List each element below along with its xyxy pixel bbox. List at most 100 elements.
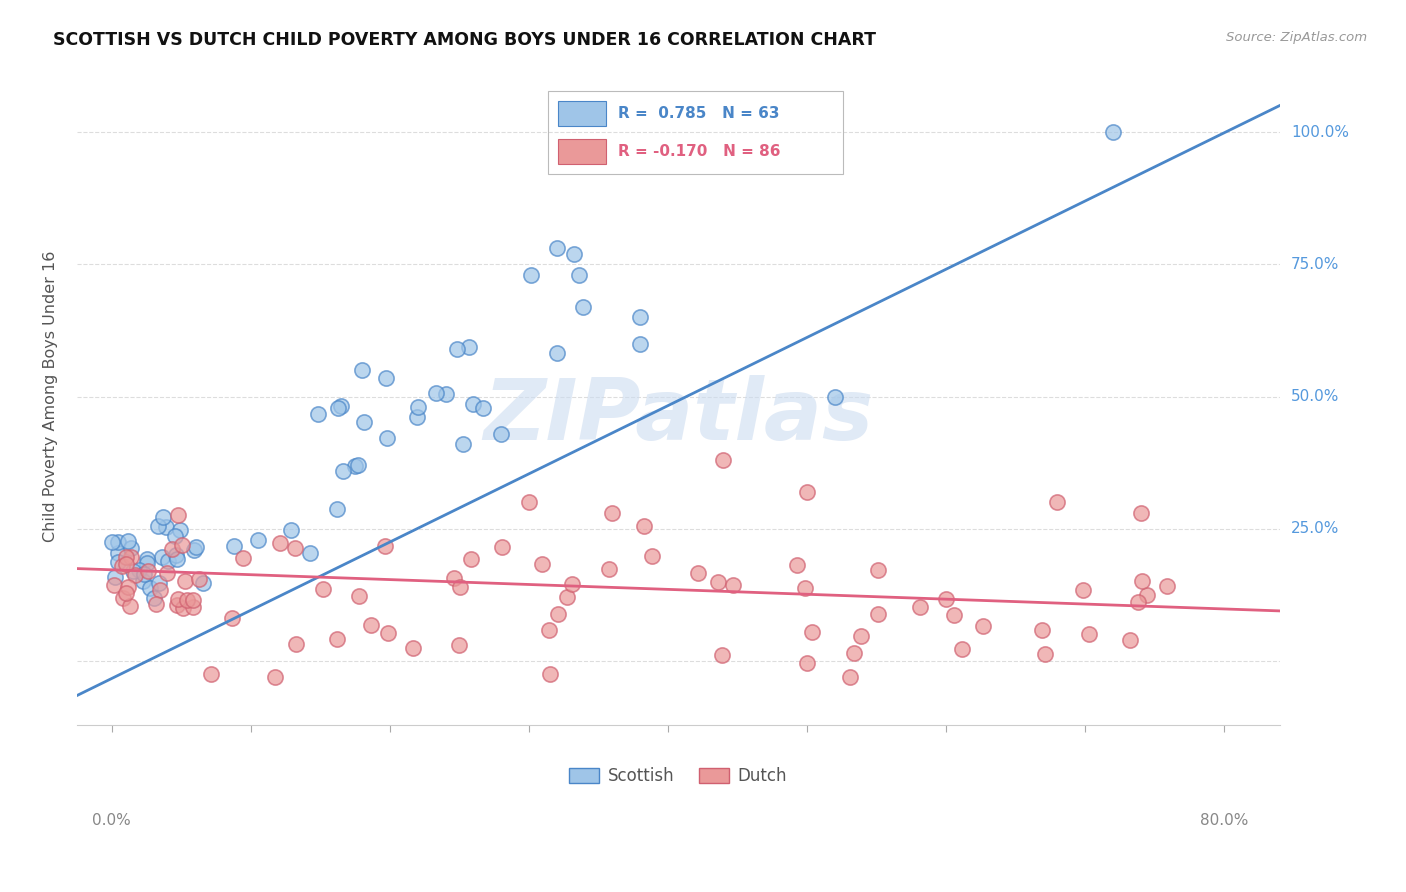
Point [374, 539, 396, 553]
Point [628, 336, 651, 351]
Bar [558, 139, 606, 164]
Point [156, 566, 179, 581]
Point [181, 593, 204, 607]
Text: Source: ZipAtlas.com: Source: ZipAtlas.com [1226, 31, 1367, 45]
Point [101, 535, 124, 549]
Point [1071, 582, 1094, 597]
Point [346, 458, 368, 472]
Point [567, 268, 589, 282]
Point [866, 563, 889, 577]
Point [562, 247, 585, 261]
Point [571, 300, 593, 314]
Point [628, 310, 651, 325]
Point [169, 524, 191, 538]
Point [547, 607, 569, 621]
Point [350, 363, 373, 377]
Point [786, 558, 808, 572]
Point [145, 597, 167, 611]
Point [449, 580, 471, 594]
Point [796, 484, 818, 499]
Point [446, 342, 468, 356]
Point [136, 556, 159, 570]
Point [103, 578, 125, 592]
Text: ZIPatlas: ZIPatlas [484, 375, 873, 458]
Point [844, 646, 866, 660]
Point [824, 390, 846, 404]
Point [156, 554, 179, 568]
Point [307, 408, 329, 422]
Text: SCOTTISH VS DUTCH CHILD POVERTY AMONG BOYS UNDER 16 CORRELATION CHART: SCOTTISH VS DUTCH CHILD POVERTY AMONG BO… [53, 31, 876, 49]
Point [347, 589, 370, 603]
Text: 0.0%: 0.0% [93, 814, 131, 829]
Point [121, 564, 143, 578]
Point [838, 670, 860, 684]
Point [155, 520, 177, 534]
Point [560, 577, 582, 591]
Point [183, 542, 205, 557]
Text: 75.0%: 75.0% [1291, 257, 1339, 272]
Point [111, 559, 134, 574]
Point [132, 567, 155, 582]
Point [796, 657, 818, 671]
Point [269, 536, 291, 550]
Point [128, 563, 150, 577]
Point [117, 533, 139, 548]
Text: 80.0%: 80.0% [1199, 814, 1249, 829]
Point [200, 666, 222, 681]
Point [120, 599, 142, 613]
Point [104, 570, 127, 584]
Point [713, 453, 735, 467]
Point [325, 632, 347, 646]
Text: 50.0%: 50.0% [1291, 389, 1339, 404]
Point [489, 426, 512, 441]
Text: R =  0.785   N = 63: R = 0.785 N = 63 [619, 106, 780, 121]
Point [1033, 647, 1056, 661]
Point [1119, 632, 1142, 647]
Point [402, 640, 425, 655]
Point [707, 575, 730, 590]
Point [311, 582, 333, 597]
Point [107, 555, 129, 569]
Point [1135, 589, 1157, 603]
Point [460, 552, 482, 566]
Point [124, 568, 146, 582]
Point [800, 624, 823, 639]
Point [538, 667, 561, 681]
Point [150, 549, 173, 564]
Point [284, 541, 307, 555]
Point [111, 591, 134, 605]
Point [537, 623, 560, 637]
Point [114, 557, 136, 571]
Point [598, 562, 620, 576]
Legend: Scottish, Dutch: Scottish, Dutch [562, 761, 794, 792]
Point [163, 528, 186, 542]
Point [1078, 627, 1101, 641]
Point [326, 501, 349, 516]
Point [1101, 125, 1123, 139]
Point [332, 464, 354, 478]
Point [517, 495, 540, 509]
Point [299, 546, 322, 560]
Point [222, 540, 245, 554]
Point [120, 549, 142, 564]
Point [1031, 624, 1053, 638]
Text: 25.0%: 25.0% [1291, 522, 1339, 536]
Point [1130, 574, 1153, 588]
Point [188, 572, 211, 586]
Point [686, 566, 709, 581]
Point [520, 268, 543, 282]
Point [406, 400, 429, 414]
Point [114, 549, 136, 564]
Point [463, 397, 485, 411]
Point [148, 575, 170, 590]
Point [172, 538, 194, 552]
Point [794, 581, 817, 595]
Point [221, 611, 243, 625]
Point [935, 592, 957, 607]
Bar [558, 102, 606, 127]
Point [172, 600, 194, 615]
Point [160, 541, 183, 556]
Point [711, 648, 734, 662]
Point [152, 510, 174, 524]
Point [143, 591, 166, 605]
